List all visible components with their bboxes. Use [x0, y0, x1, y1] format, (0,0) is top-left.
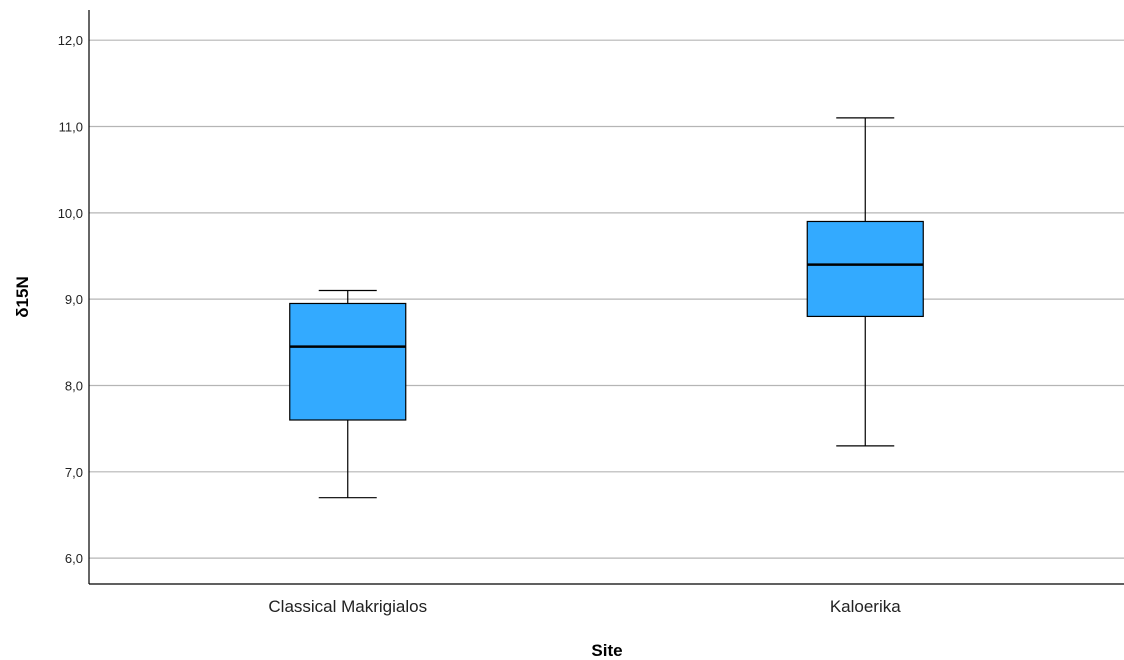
- y-tick-labels: 6,0 7,0 8,0 9,0 10,0 11,0 12,0: [58, 33, 83, 566]
- y-tick-label: 9,0: [65, 292, 83, 307]
- y-tick-label: 7,0: [65, 465, 83, 480]
- y-axis-title: δ15N: [13, 276, 32, 318]
- iqr-box: [289, 302, 407, 421]
- axes: [88, 10, 1124, 585]
- box-group: [289, 289, 407, 499]
- y-tick-label: 11,0: [59, 120, 83, 135]
- box-group: [806, 117, 924, 447]
- y-tick-label: 12,0: [58, 33, 83, 48]
- gridlines: [89, 39, 1124, 559]
- iqr-box: [806, 220, 924, 318]
- boxes: [289, 117, 924, 499]
- x-category-label: Classical Makrigialos: [268, 597, 427, 616]
- x-category-label: Kaloerika: [830, 597, 901, 616]
- y-tick-label: 10,0: [58, 206, 83, 221]
- y-tick-label: 6,0: [65, 551, 83, 566]
- x-category-labels: Classical Makrigialos Kaloerika: [268, 597, 901, 616]
- x-axis-title: Site: [591, 641, 622, 660]
- y-tick-label: 8,0: [65, 378, 83, 393]
